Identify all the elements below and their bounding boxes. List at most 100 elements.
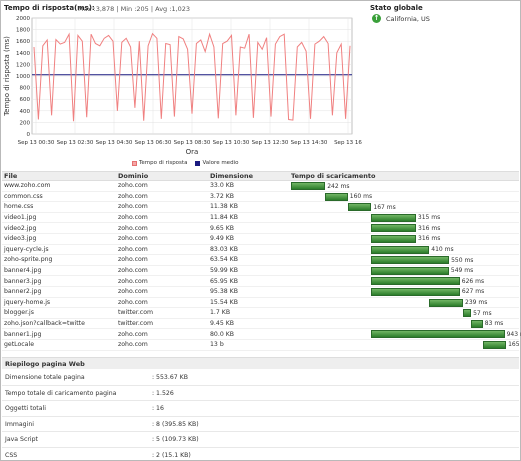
domain-name: zoho.com: [118, 277, 148, 285]
col-header-download-time[interactable]: Tempo di scaricamento: [291, 172, 376, 180]
domain-name: zoho.com: [118, 235, 148, 243]
summary-value: : 8 (395.85 KB): [152, 420, 199, 428]
x-tick-label: Sep 13 06:30: [135, 140, 172, 146]
file-name[interactable]: blogger.js: [4, 309, 34, 317]
table-row[interactable]: jquery-home.js zoho.com 15.54 KB 239 ms: [2, 298, 519, 309]
download-time-label: 316 ms: [418, 235, 441, 243]
summary-key: Immagini: [5, 420, 34, 428]
file-size: 13 b: [210, 341, 224, 349]
download-time-label: 160 ms: [349, 193, 373, 201]
file-name[interactable]: jquery-home.js: [4, 298, 51, 306]
download-timeline: 550 ms: [291, 255, 519, 265]
file-name[interactable]: video2.jpg: [4, 224, 37, 232]
table-row[interactable]: common.css zoho.com 3.72 KB 160 ms: [2, 192, 519, 203]
x-tick-label: Sep 13 16: [334, 140, 362, 146]
legend-item-response[interactable]: Tempo di risposta: [132, 160, 187, 166]
file-name[interactable]: common.css: [4, 192, 43, 200]
legend-swatch-average: [195, 160, 201, 166]
x-tick-label: Sep 13 04:30: [96, 140, 133, 146]
download-time-label: 315 ms: [417, 214, 441, 222]
chart-stats: Max :3,878 | Min :205 | Avg :1,023: [78, 4, 191, 13]
file-name[interactable]: banner4.jpg: [4, 267, 42, 275]
table-row[interactable]: getLocale zoho.com 13 b 165 ms: [2, 340, 521, 351]
table-row[interactable]: zoho-sprite.png zoho.com 63.54 KB 550 ms: [2, 255, 519, 266]
domain-name: zoho.com: [118, 298, 148, 306]
download-timeline: 165 ms: [291, 340, 521, 350]
y-tick-label: 200: [20, 120, 31, 126]
summary-row: Java Script: 5 (109.73 KB): [2, 432, 519, 448]
file-name[interactable]: home.css: [4, 203, 34, 211]
table-row[interactable]: jquery-cycle.js zoho.com 83.03 KB 410 ms: [2, 245, 519, 256]
download-timeline: 167 ms: [291, 202, 519, 212]
file-name[interactable]: jquery-cycle.js: [4, 245, 49, 253]
table-row[interactable]: video2.jpg zoho.com 9.65 KB 316 ms: [2, 223, 519, 234]
domain-name: zoho.com: [118, 330, 148, 338]
summary-title: Riepilogo pagina Web: [2, 357, 519, 369]
file-name[interactable]: banner3.jpg: [4, 277, 42, 285]
file-name[interactable]: banner1.jpg: [4, 330, 42, 338]
table-row[interactable]: zoho.json?callback=twitte twitter.com 9.45…: [2, 319, 519, 330]
file-name[interactable]: zoho-sprite.png: [4, 256, 53, 264]
table-row[interactable]: home.css zoho.com 11.38 KB 167 ms: [2, 202, 519, 213]
table-row[interactable]: banner4.jpg zoho.com 59.99 KB 549 ms: [2, 266, 519, 277]
file-name[interactable]: video1.jpg: [4, 214, 37, 222]
download-time-label: 626 ms: [461, 277, 485, 285]
col-header-file[interactable]: File: [4, 172, 18, 180]
summary-key: Java Script: [5, 436, 38, 444]
domain-name: zoho.com: [118, 214, 148, 222]
table-row[interactable]: banner1.jpg zoho.com 80.0 KB 943 ms: [2, 329, 521, 340]
file-name[interactable]: getLocale: [4, 341, 35, 349]
download-timeline: 627 ms: [291, 287, 519, 297]
status-title: Stato globale: [370, 4, 423, 12]
download-time-label: 83 ms: [484, 320, 504, 328]
response-time-line: [33, 32, 351, 122]
download-bar: [371, 213, 416, 222]
download-time-label: 316 ms: [418, 224, 441, 232]
download-timeline: 83 ms: [291, 319, 519, 329]
download-bar: [371, 224, 416, 233]
table-row[interactable]: banner3.jpg zoho.com 65.95 KB 626 ms: [2, 276, 519, 287]
table-row[interactable]: www.zoho.com zoho.com 33.0 KB 242 ms: [2, 181, 519, 192]
col-header-domain[interactable]: Dominio: [118, 172, 149, 180]
col-header-size[interactable]: Dimensione: [210, 172, 254, 180]
domain-name: zoho.com: [118, 256, 148, 264]
download-timeline: 549 ms: [291, 266, 519, 276]
download-timeline: 626 ms: [291, 276, 519, 286]
file-size: 11.38 KB: [210, 203, 238, 211]
download-time-label: 239 ms: [465, 299, 488, 307]
download-timeline: 242 ms: [291, 181, 519, 191]
summary-row: Tempo totale di caricamento pagina: 1.52…: [2, 386, 519, 402]
download-timeline: 239 ms: [291, 298, 519, 308]
download-time-label: 410 ms: [431, 246, 454, 254]
download-bar: [291, 182, 326, 190]
response-time-chart: 0 200 400 600 800 1000 1200 1400 1600 1800 2000 Se…: [3, 16, 362, 156]
table-row[interactable]: video3.jpg zoho.com 9.49 KB 316 ms: [2, 234, 519, 245]
summary-value: : 553.67 KB: [152, 374, 188, 381]
download-time-label: 943 ms: [506, 330, 521, 338]
download-timeline: 57 ms: [291, 308, 519, 318]
download-timeline: 315 ms: [291, 213, 519, 223]
file-name[interactable]: video3.jpg: [4, 235, 37, 243]
download-bar: [371, 287, 460, 296]
legend-item-average[interactable]: Valore medio: [195, 160, 238, 166]
x-tick-label: Sep 13 14:30: [291, 140, 328, 146]
x-axis-label: Ora: [186, 148, 199, 156]
domain-name: zoho.com: [118, 245, 148, 253]
file-name[interactable]: zoho.json?callback=twitte: [4, 320, 85, 328]
summary-key: CSS: [5, 452, 18, 459]
table-row[interactable]: banner2.jpg zoho.com 95.38 KB 627 ms: [2, 287, 519, 298]
file-name[interactable]: banner2.jpg: [4, 288, 42, 296]
download-timeline: 316 ms: [291, 234, 519, 244]
download-time-label: 627 ms: [461, 288, 485, 296]
file-size: 63.54 KB: [210, 256, 238, 264]
table-body: www.zoho.com zoho.com 33.0 KB 242 ms common.…: [2, 181, 521, 351]
status-location[interactable]: ↑ California, US: [372, 14, 430, 23]
y-tick-label: 2000: [16, 16, 30, 22]
file-name[interactable]: www.zoho.com: [4, 182, 51, 190]
file-size: 9.49 KB: [210, 235, 235, 243]
table-row[interactable]: video1.jpg zoho.com 11.84 KB 315 ms: [2, 213, 519, 224]
table-row[interactable]: blogger.js twitter.com 1.7 KB 57 ms: [2, 308, 519, 319]
up-arrow-icon: ↑: [372, 14, 381, 23]
table-header: File Dominio Dimensione Tempo di scarica…: [2, 171, 519, 181]
domain-name: twitter.com: [118, 309, 154, 317]
